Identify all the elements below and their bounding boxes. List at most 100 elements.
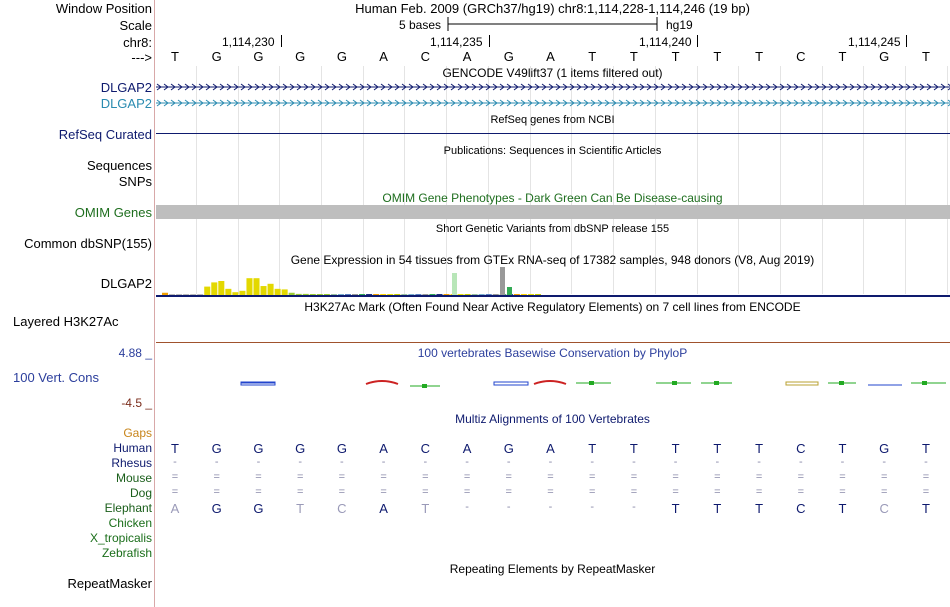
alignment-base: T (671, 441, 680, 456)
alignment-base: G (211, 441, 222, 456)
gencode-transcript-2[interactable] (156, 97, 950, 109)
alignment-base: G (295, 441, 306, 456)
gtex-tissue-bar (330, 294, 337, 295)
alignment-base: - (632, 501, 636, 513)
refseq-track-title: RefSeq genes from NCBI (490, 114, 615, 126)
gencode-item-label-1[interactable]: DLGAP2 (100, 80, 152, 95)
scale-bar (447, 17, 658, 31)
base-gridline (697, 66, 698, 294)
alignment-base: - (548, 501, 553, 513)
multiz-track-title: Multiz Alignments of 100 Vertebrates (455, 412, 650, 426)
cons-glyph-12 (911, 381, 946, 385)
alignment-base: C (879, 501, 889, 516)
gtex-tissue-bar (513, 294, 520, 295)
sequences-label[interactable]: Sequences (86, 158, 152, 173)
alignment-base: - (590, 501, 595, 513)
reference-base: T (629, 49, 638, 64)
alignment-base: - (840, 456, 845, 468)
alignment-base: A (379, 501, 388, 516)
alignment-base: - (340, 456, 344, 468)
omim-feature-bar[interactable] (156, 205, 950, 219)
alignment-base: = (672, 486, 679, 498)
base-gridline (530, 66, 531, 294)
omim-label[interactable]: OMIM Genes (74, 205, 152, 220)
gtex-tissue-bar (176, 294, 183, 295)
repeat-label[interactable]: RepeatMasker (67, 576, 152, 591)
gtex-tissue-bar (422, 294, 429, 295)
gtex-tissue-bar (246, 278, 253, 295)
h3k27ac-label[interactable]: Layered H3K27Ac (13, 314, 119, 329)
alignment-base: - (548, 456, 553, 468)
gtex-tissue-bar (239, 290, 246, 295)
alignment-base: T (921, 441, 930, 456)
cons-glyphs[interactable] (156, 372, 950, 394)
alignment-base: = (505, 471, 512, 483)
base-gridline (822, 66, 823, 294)
refseq-label[interactable]: RefSeq Curated (58, 127, 152, 142)
gtex-tissue-bar (359, 294, 366, 295)
gencode-item-label-2[interactable]: DLGAP2 (100, 96, 152, 111)
h3k27ac-baseline (156, 342, 950, 343)
gtex-tissue-bar (323, 294, 330, 295)
alignment-base: = (588, 471, 596, 483)
reference-base: G (295, 49, 306, 64)
gtex-tissue-bar (218, 281, 225, 295)
gtex-tissue-bar (288, 292, 295, 295)
base-gridline (905, 66, 906, 294)
alignment-base: T (713, 441, 722, 456)
dbsnp-track-title: Short Genetic Variants from dbSNP releas… (435, 223, 670, 235)
chrom-label: chr8: (123, 35, 152, 50)
alignment-base: = (922, 486, 930, 498)
alignment-base: = (588, 486, 596, 498)
gtex-tissue-bar (309, 294, 316, 295)
multiz-species-label[interactable]: Human (113, 441, 152, 455)
multiz-species-label[interactable]: X_tropicalis (89, 531, 152, 545)
gtex-tissue-bar (452, 273, 457, 295)
dbsnp-label[interactable]: Common dbSNP(155) (24, 236, 152, 251)
multiz-species-label[interactable]: Elephant (104, 501, 152, 515)
coordinate-tick-mark-2 (489, 35, 490, 47)
alignment-base: T (296, 501, 305, 516)
alignment-base: A (462, 441, 472, 456)
alignment-base: A (379, 441, 388, 456)
refseq-gene-line[interactable] (156, 133, 950, 134)
alignment-base: T (671, 501, 680, 516)
cons-glyph-1 (240, 381, 276, 386)
alignment-base: - (924, 456, 928, 468)
gtex-expression-chart[interactable] (156, 267, 950, 297)
multiz-species-label[interactable]: Rhesus (111, 456, 152, 470)
alignment-base: = (881, 471, 888, 483)
multiz-species-label[interactable]: Chicken (108, 516, 152, 530)
snps-label[interactable]: SNPs (118, 174, 152, 189)
coordinate-tick-mark-3 (697, 35, 698, 47)
reference-base: A (462, 49, 472, 64)
coordinate-tick-2: 1,114,235 (430, 35, 483, 49)
cons-label[interactable]: 100 Vert. Cons (13, 370, 99, 385)
gtex-tissue-bar (527, 294, 534, 295)
alignment-base: - (757, 456, 761, 468)
alignment-base: = (213, 486, 220, 498)
multiz-species-label[interactable]: Mouse (115, 471, 152, 485)
base-gridline (404, 66, 405, 294)
multiz-species-label[interactable]: Zebrafish (101, 546, 152, 560)
alignment-base: - (173, 456, 177, 468)
alignment-base: = (380, 471, 387, 483)
reference-base: C (796, 49, 806, 64)
alignment-base: G (253, 501, 264, 516)
alignment-base: = (463, 486, 471, 498)
gtex-tissue-bar (267, 283, 274, 295)
reference-base: T (171, 49, 179, 64)
gencode-transcript-1[interactable] (156, 81, 950, 93)
multiz-species-label[interactable]: Gaps (123, 426, 152, 440)
cons-glyph-7 (656, 381, 691, 385)
gtex-label[interactable]: DLGAP2 (100, 276, 152, 291)
scale-assembly: hg19 (666, 18, 693, 32)
gtex-tissue-bar (302, 293, 309, 295)
alignment-base: A (170, 501, 180, 516)
gtex-tissue-bar (232, 292, 239, 295)
alignment-base: = (922, 471, 930, 483)
base-gridline (238, 66, 239, 294)
gtex-tissue-bar (169, 294, 176, 295)
gtex-tissue-bar (295, 293, 302, 295)
multiz-species-label[interactable]: Dog (129, 486, 152, 500)
